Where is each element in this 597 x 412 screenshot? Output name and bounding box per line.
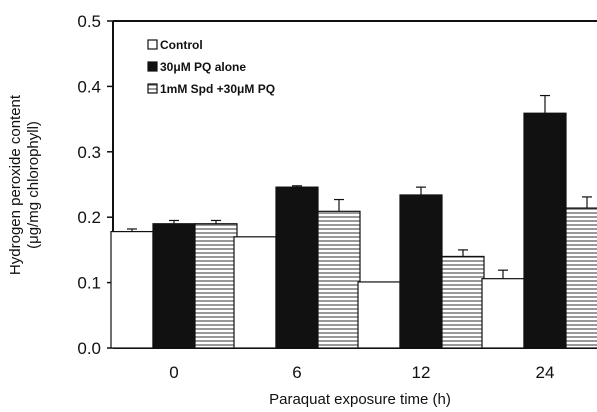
y-tick-label: 0.1 [77, 274, 101, 293]
plot-area: 0.0 0.1 0.2 0.3 0.4 0.5 0 6 12 24 [77, 12, 597, 382]
bar-spd-pq-24h [565, 207, 597, 349]
legend: Control 30μM PQ alone 1mM Spd +30μM PQ [147, 38, 275, 96]
bar-control-0h [110, 230, 154, 349]
x-tick-label: 0 [169, 363, 178, 382]
x-tick-label: 6 [292, 363, 301, 382]
y-tick-label: 0.3 [77, 143, 101, 162]
legend-item-spd-pq: 1mM Spd +30μM PQ [147, 82, 275, 96]
y-tick-label: 0.2 [77, 208, 101, 227]
x-tick-label: 12 [412, 363, 431, 382]
y-axis-title-line1: Hydrogen peroxide content [7, 94, 24, 275]
legend-label-pq-alone: 30μM PQ alone [160, 60, 246, 74]
legend-swatch-control [147, 39, 158, 50]
y-tick-label: 0.0 [77, 339, 101, 358]
legend-label-spd-pq: 1mM Spd +30μM PQ [160, 82, 275, 96]
bar-spd-pq-12h [441, 255, 485, 349]
bar-control-6h [233, 236, 277, 349]
legend-label-control: Control [160, 38, 203, 52]
bar-pq-alone-24h [523, 112, 567, 349]
bar-pq-alone-12h [399, 194, 443, 349]
legend-swatch-spd-pq [147, 83, 158, 94]
x-tick-label: 24 [536, 363, 555, 382]
bar-pq-alone-6h [275, 186, 319, 349]
legend-item-pq-alone: 30μM PQ alone [147, 60, 246, 74]
x-axis-title: Paraquat exposure time (h) [269, 391, 451, 408]
bar-pq-alone-0h [152, 223, 196, 349]
bar-control-12h [357, 281, 401, 349]
y-tick-label: 0.4 [77, 77, 101, 96]
y-axis-title-line2: (μg/mg chlorophyll) [25, 121, 42, 249]
bar-spd-pq-6h [317, 210, 361, 349]
legend-item-control: Control [147, 38, 203, 52]
legend-swatch-pq-alone [147, 61, 158, 72]
bar-spd-pq-0h [194, 223, 238, 349]
bar-control-24h [481, 278, 525, 349]
y-tick-label: 0.5 [77, 12, 101, 31]
